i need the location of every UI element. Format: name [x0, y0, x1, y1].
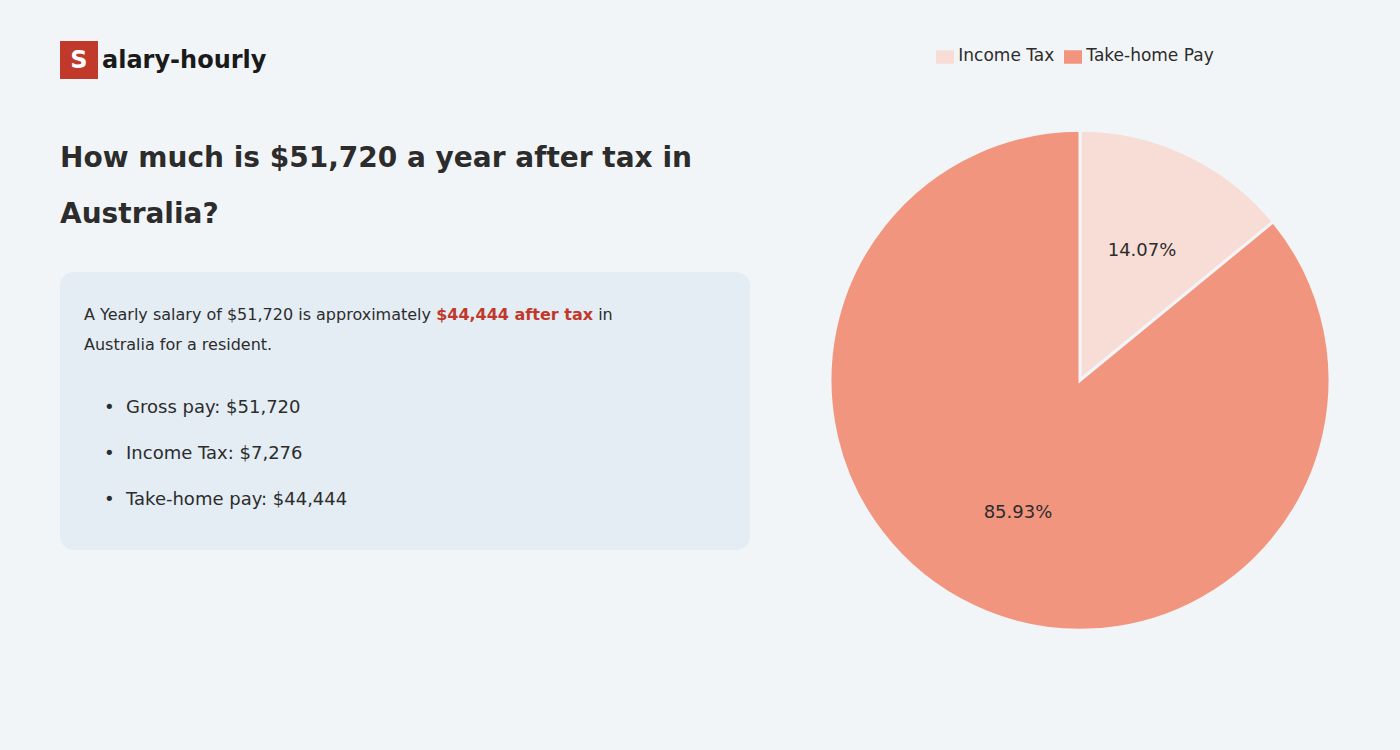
html-text:A Yearly salary of $51,720 is: A Yearly salary of $51,720 is approximat… [84, 305, 613, 324]
html-text:alary-hourly: alary-hourly [102, 46, 267, 74]
html-text:• Gross pay: $51,720: • Gross pay: $51,720 [104, 396, 301, 417]
html-text:Income Tax: Income Tax [958, 45, 1055, 65]
html-text:Australia?: Australia? [60, 197, 219, 230]
html-text:• Take-home pay: $44,444: • Take-home pay: $44,444 [104, 488, 348, 509]
html-text:How much is $51,720 a year aft: How much is $51,720 a year after tax in [60, 141, 692, 174]
html-text:S: S [70, 46, 88, 74]
svg-text:85.93%: 85.93% [984, 501, 1053, 522]
html-text:• Income Tax: $7,276: • Income Tax: $7,276 [104, 442, 303, 463]
html-text:Take-home Pay: Take-home Pay [1086, 45, 1214, 65]
svg-text:14.07%: 14.07% [1108, 239, 1177, 260]
html-text:Australia for a resident.: Australia for a resident. [84, 335, 273, 354]
